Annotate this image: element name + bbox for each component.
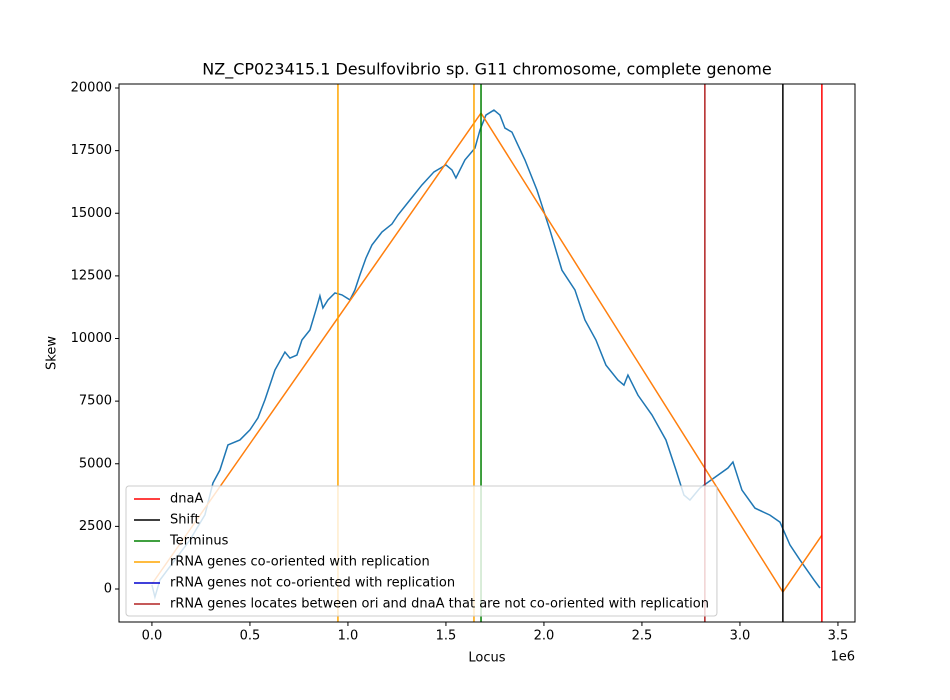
chart-title: NZ_CP023415.1 Desulfovibrio sp. G11 chro… (202, 60, 771, 80)
legend-label: Terminus (169, 534, 229, 549)
y-tick-label: 12500 (71, 268, 112, 283)
y-tick-label: 7500 (79, 394, 112, 409)
x-tick-label: 3.5 (828, 629, 849, 644)
y-tick-label: 2500 (79, 519, 112, 534)
x-tick-label: 3.0 (730, 629, 751, 644)
y-tick-label: 10000 (71, 331, 112, 346)
legend-label: rRNA genes locates between ori and dnaA … (170, 597, 709, 612)
legend: dnaA Shift Terminus rRNA genes co-oriented … (125, 485, 718, 617)
legend-label: Shift (170, 513, 200, 528)
y-axis-label: Skew (45, 336, 60, 370)
legend-label: rRNA genes not co-oriented with replicat… (170, 576, 455, 591)
legend-box (125, 485, 718, 617)
x-offset-label: 1e6 (830, 650, 855, 665)
data-line (151, 111, 823, 594)
y-tick-label: 0 (104, 582, 112, 597)
x-tick-label: 2.5 (632, 629, 653, 644)
legend-label: rRNA genes co-oriented with replication (170, 555, 430, 570)
x-tick-label: 2.0 (534, 629, 555, 644)
plot-frame (118, 83, 856, 623)
y-tick-label: 5000 (79, 456, 112, 471)
y-tick-label: 17500 (71, 143, 112, 158)
x-axis-label: Locus (468, 651, 505, 666)
legend-label: dnaA (170, 492, 203, 507)
y-tick-label: 20000 (71, 81, 112, 96)
x-tick-label: 1.5 (436, 629, 457, 644)
x-tick-label: 0.0 (142, 629, 163, 644)
y-tick-label: 15000 (71, 206, 112, 221)
x-tick-label: 0.5 (240, 629, 261, 644)
x-tick-label: 1.0 (338, 629, 359, 644)
